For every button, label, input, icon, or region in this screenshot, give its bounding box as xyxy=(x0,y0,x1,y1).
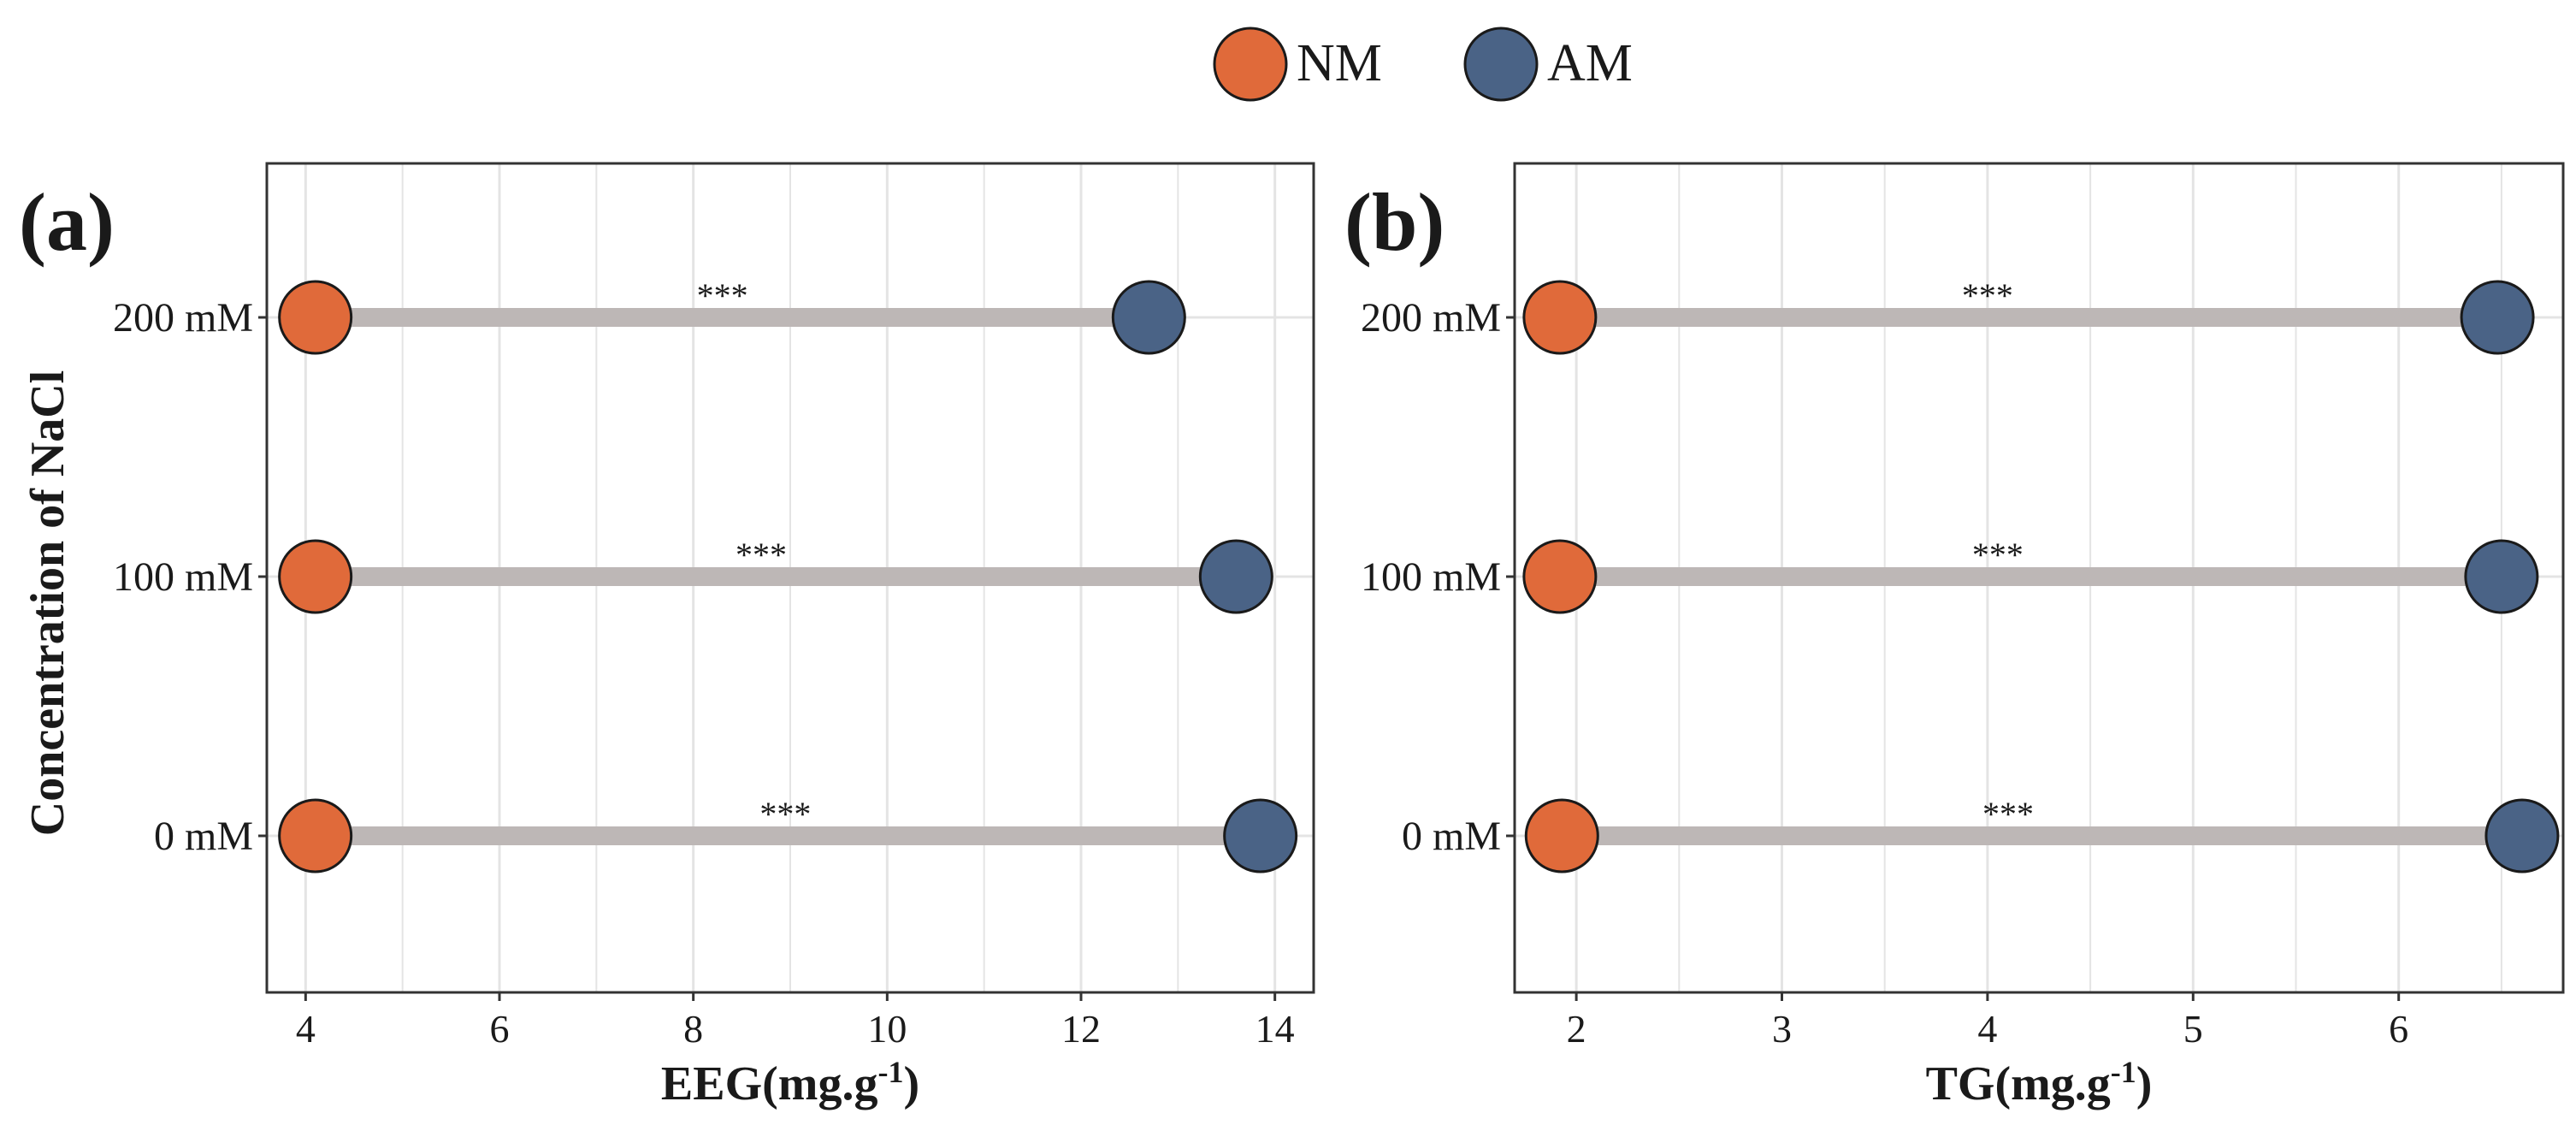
x-tick-label: 10 xyxy=(867,1007,907,1051)
significance-label: *** xyxy=(697,276,748,315)
x-axis-title: TG(mg.g-1) xyxy=(1926,1055,2153,1110)
y-tick-label: 0 mM xyxy=(154,814,253,859)
significance-label: *** xyxy=(1982,795,2034,833)
point-nm xyxy=(1522,539,1598,614)
x-tick-label: 5 xyxy=(2183,1007,2203,1051)
point-am xyxy=(1198,539,1273,614)
point-nm xyxy=(278,798,353,873)
significance-label: *** xyxy=(736,536,787,574)
legend-label-nm: NM xyxy=(1297,34,1382,92)
significance-label: *** xyxy=(759,795,811,833)
point-am xyxy=(2460,280,2535,355)
legend-swatch-nm xyxy=(1213,27,1288,102)
point-nm xyxy=(278,280,353,355)
legend-label-am: AM xyxy=(1547,34,1633,92)
point-am xyxy=(1111,280,1186,355)
x-tick-label: 4 xyxy=(1977,1007,1997,1051)
point-nm xyxy=(278,539,353,614)
y-tick-label: 200 mM xyxy=(1361,295,1501,340)
y-tick-label: 200 mM xyxy=(113,295,253,340)
significance-label: *** xyxy=(1962,276,2013,315)
y-axis-title: Concentration of NaCl xyxy=(21,370,74,836)
y-tick-label: 100 mM xyxy=(1361,554,1501,600)
x-tick-label: 8 xyxy=(683,1007,703,1051)
point-am xyxy=(2464,539,2539,614)
x-axis-title: EEG(mg.g-1) xyxy=(661,1055,919,1110)
x-tick-label: 12 xyxy=(1061,1007,1101,1051)
point-am xyxy=(1223,798,1298,873)
panel-b: *** *** *** 200 mM 100 mM 0 mM 2 3 4 5 6 TG(mg.g-1)… xyxy=(1344,162,2565,1110)
legend-swatch-am xyxy=(1463,27,1539,102)
point-nm xyxy=(1522,280,1598,355)
panel-label: (b) xyxy=(1344,176,1445,268)
panel-label: (a) xyxy=(19,176,115,268)
significance-label: *** xyxy=(1972,536,2024,574)
y-tick-label: 0 mM xyxy=(1402,814,1501,859)
x-tick-label: 6 xyxy=(490,1007,510,1051)
x-tick-label: 14 xyxy=(1256,1007,1295,1051)
panel-a: *** *** *** 200 mM 100 mM 0 mM 4 6 8 10 12 14 EEG(mg… xyxy=(19,162,1315,1110)
x-tick-label: 4 xyxy=(296,1007,316,1051)
y-tick-label: 100 mM xyxy=(113,554,253,600)
legend: NM AM xyxy=(1213,27,1633,102)
x-tick-label: 6 xyxy=(2389,1007,2408,1051)
point-nm xyxy=(1524,798,1599,873)
x-tick-label: 2 xyxy=(1567,1007,1586,1051)
point-am xyxy=(2484,798,2560,873)
x-tick-label: 3 xyxy=(1772,1007,1792,1051)
